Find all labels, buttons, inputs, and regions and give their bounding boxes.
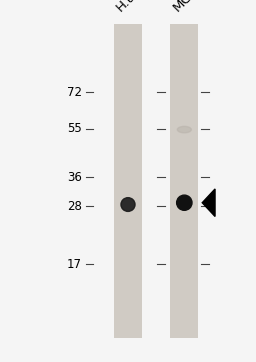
Text: 36: 36 [67, 171, 82, 184]
Text: 28: 28 [67, 200, 82, 213]
Bar [170, 24, 198, 338]
Text: 55: 55 [67, 122, 82, 135]
Ellipse shape [177, 195, 192, 210]
Ellipse shape [121, 198, 135, 211]
Text: MCF-7: MCF-7 [170, 0, 209, 14]
Bar [114, 24, 142, 338]
Polygon shape [202, 189, 215, 216]
Text: 72: 72 [67, 86, 82, 99]
Ellipse shape [177, 126, 191, 133]
Text: 17: 17 [67, 258, 82, 271]
Text: H.testis: H.testis [114, 0, 158, 14]
